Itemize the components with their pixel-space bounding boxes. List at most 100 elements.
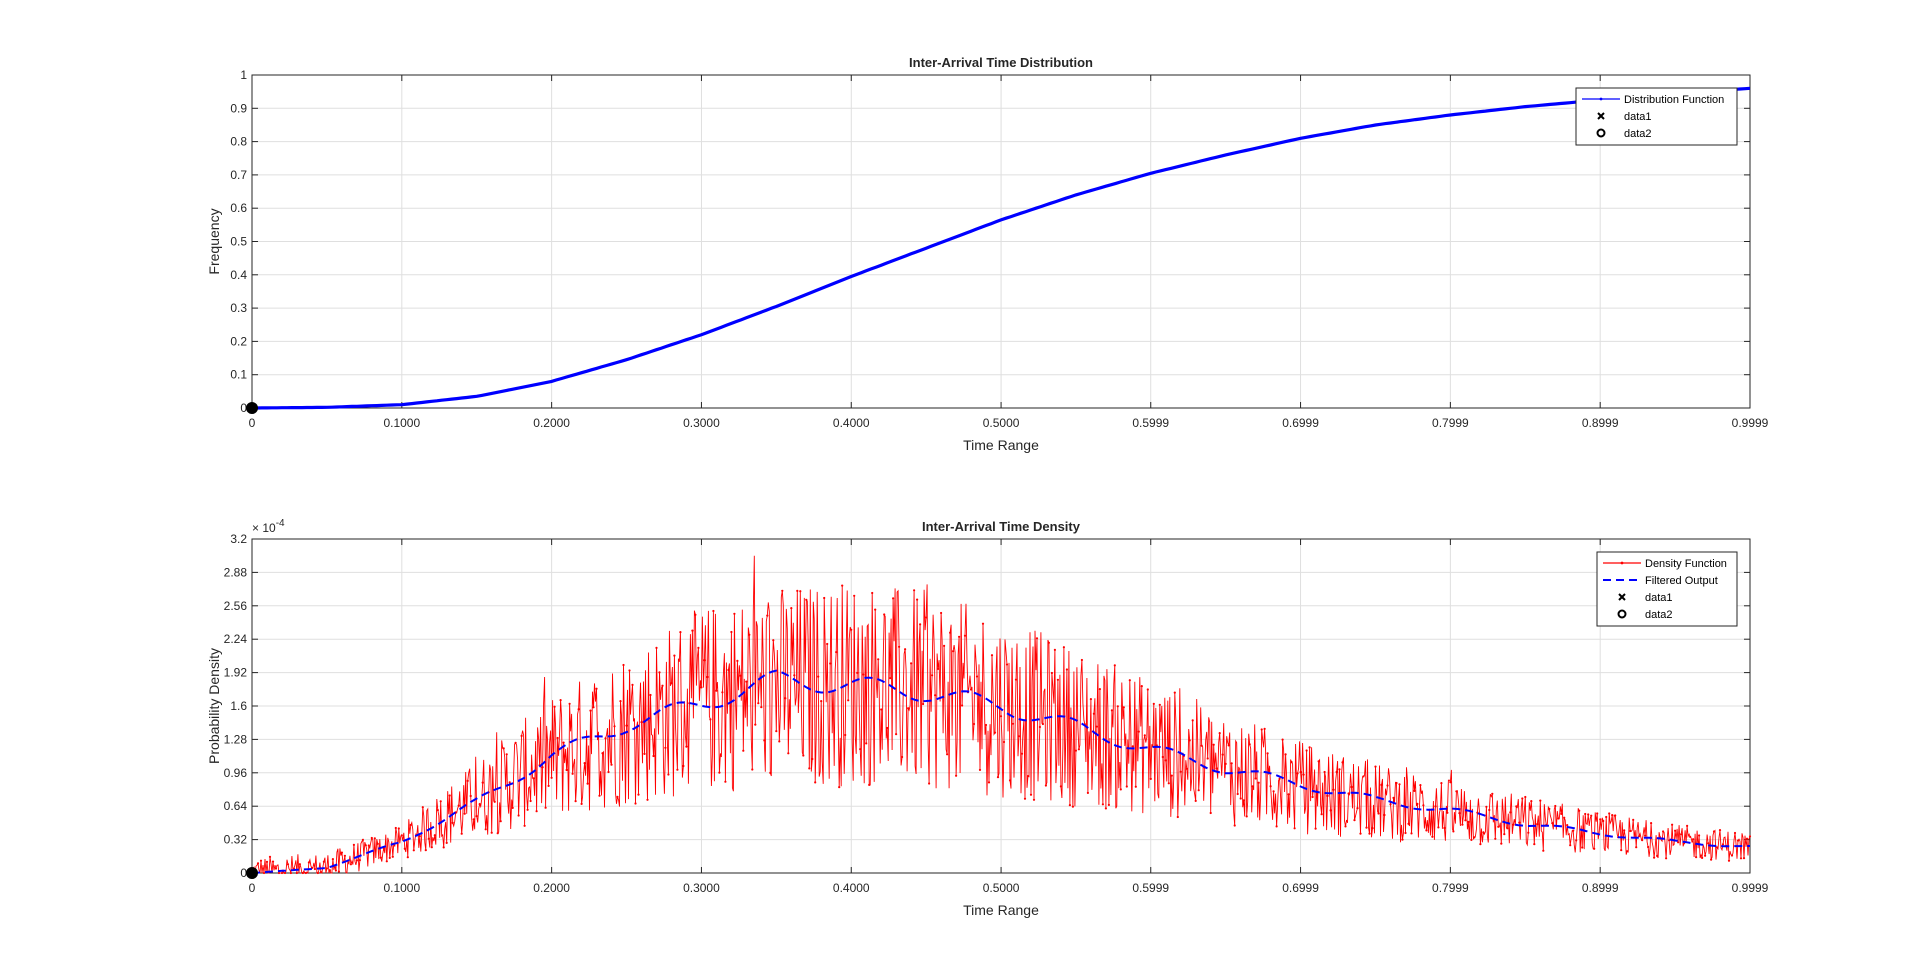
density-point bbox=[931, 674, 934, 677]
density-point bbox=[1143, 734, 1146, 737]
density-point bbox=[580, 802, 583, 806]
density-point bbox=[751, 768, 754, 771]
density-point bbox=[898, 645, 901, 648]
density-point bbox=[1736, 839, 1740, 842]
density-point bbox=[1563, 816, 1566, 819]
density-point bbox=[508, 781, 511, 784]
density-point bbox=[1194, 799, 1197, 803]
density-point bbox=[987, 781, 991, 784]
legend-label: Density Function bbox=[1645, 558, 1727, 570]
density-point bbox=[577, 708, 580, 711]
y-tick-label: 1 bbox=[240, 68, 247, 82]
density-point bbox=[1482, 831, 1485, 834]
legend-item: data2 bbox=[1596, 128, 1652, 140]
density-point bbox=[829, 662, 832, 665]
density-point bbox=[298, 863, 301, 866]
density-point bbox=[1572, 829, 1575, 832]
y-tick-label: 0.6 bbox=[230, 201, 247, 215]
density-point bbox=[1524, 795, 1527, 799]
y-tick-label: 2.56 bbox=[224, 599, 248, 613]
density-point bbox=[547, 784, 550, 788]
density-point bbox=[511, 806, 514, 810]
density-point bbox=[838, 786, 841, 789]
density-point bbox=[1290, 761, 1293, 764]
density-point bbox=[892, 597, 895, 600]
density-point bbox=[1392, 796, 1395, 800]
density-point bbox=[1497, 825, 1500, 828]
density-point bbox=[556, 736, 559, 740]
density-point bbox=[721, 691, 724, 694]
density-point bbox=[529, 799, 532, 803]
density-point bbox=[1599, 818, 1602, 821]
density-point bbox=[1245, 815, 1248, 818]
density-point bbox=[361, 838, 364, 842]
x-tick-label: 0.7999 bbox=[1432, 881, 1469, 895]
density-point bbox=[1452, 830, 1455, 833]
density-point bbox=[1233, 824, 1236, 827]
density-point bbox=[475, 815, 478, 818]
y-tick-label: 0.4 bbox=[230, 268, 247, 282]
distribution-axes: 0 0.1000 0.2000 0.3000 0.4000 0.5000 0.5999 0.6… bbox=[206, 55, 1769, 453]
density-point bbox=[1395, 781, 1398, 785]
density-point bbox=[304, 871, 307, 875]
x-tick-label: 0.5999 bbox=[1132, 881, 1169, 895]
density-point bbox=[667, 773, 670, 776]
density-point bbox=[727, 668, 730, 672]
density-point bbox=[1566, 824, 1569, 827]
density-point bbox=[586, 782, 589, 785]
density-point bbox=[1032, 798, 1036, 801]
density-point bbox=[1668, 839, 1671, 842]
density-point bbox=[1593, 847, 1596, 850]
density-point bbox=[1536, 823, 1539, 826]
density-point bbox=[649, 693, 652, 697]
density-point bbox=[1317, 760, 1320, 763]
density-point bbox=[1368, 832, 1371, 835]
density-point bbox=[769, 771, 772, 775]
density-point bbox=[1149, 777, 1152, 781]
density-point bbox=[1590, 814, 1593, 817]
density-point bbox=[1299, 771, 1302, 774]
y-tick-label: 1.28 bbox=[224, 732, 248, 746]
density-point bbox=[853, 594, 856, 597]
x-tick-label: 0.9999 bbox=[1732, 881, 1769, 895]
density-point bbox=[1269, 785, 1272, 788]
legend-label: data1 bbox=[1624, 111, 1652, 123]
density-point bbox=[1503, 833, 1506, 836]
density-point bbox=[1209, 811, 1212, 815]
density-point bbox=[1620, 849, 1623, 852]
density-point bbox=[505, 753, 508, 756]
density-point bbox=[1383, 813, 1386, 817]
density-point bbox=[1518, 821, 1521, 824]
density-point bbox=[1455, 790, 1458, 793]
x-tick-label: 0 bbox=[249, 881, 256, 895]
y-tick-label: 1.92 bbox=[224, 666, 248, 680]
legend: Density Function Filtered Output data1 data… bbox=[1596, 551, 1738, 627]
density-point bbox=[628, 669, 631, 672]
density-point bbox=[1644, 834, 1647, 837]
y-tick-label: 3.2 bbox=[230, 532, 247, 546]
density-point bbox=[1464, 819, 1467, 822]
density-point bbox=[1335, 770, 1338, 774]
x-tick-label: 0.5000 bbox=[983, 881, 1020, 895]
density-point bbox=[823, 596, 826, 600]
density-point bbox=[718, 771, 721, 774]
density-point bbox=[1074, 749, 1077, 752]
density-point bbox=[1494, 837, 1497, 840]
density-point bbox=[1578, 809, 1581, 812]
density-point bbox=[1560, 812, 1563, 816]
density-point bbox=[1431, 835, 1434, 838]
density-point bbox=[412, 849, 415, 852]
legend-label: data2 bbox=[1624, 128, 1652, 140]
x-axis-label: Time Range bbox=[963, 437, 1039, 453]
density-point bbox=[940, 611, 943, 615]
density-point bbox=[1641, 839, 1644, 842]
density-point bbox=[1326, 794, 1329, 798]
density-point bbox=[460, 832, 463, 835]
x-tick-label: 0.7999 bbox=[1432, 416, 1469, 430]
density-point bbox=[1170, 774, 1173, 777]
density-point bbox=[523, 824, 526, 827]
density-point bbox=[1605, 815, 1608, 819]
density-point bbox=[1733, 831, 1737, 835]
density-point bbox=[1338, 768, 1341, 771]
density-point bbox=[1008, 779, 1012, 782]
